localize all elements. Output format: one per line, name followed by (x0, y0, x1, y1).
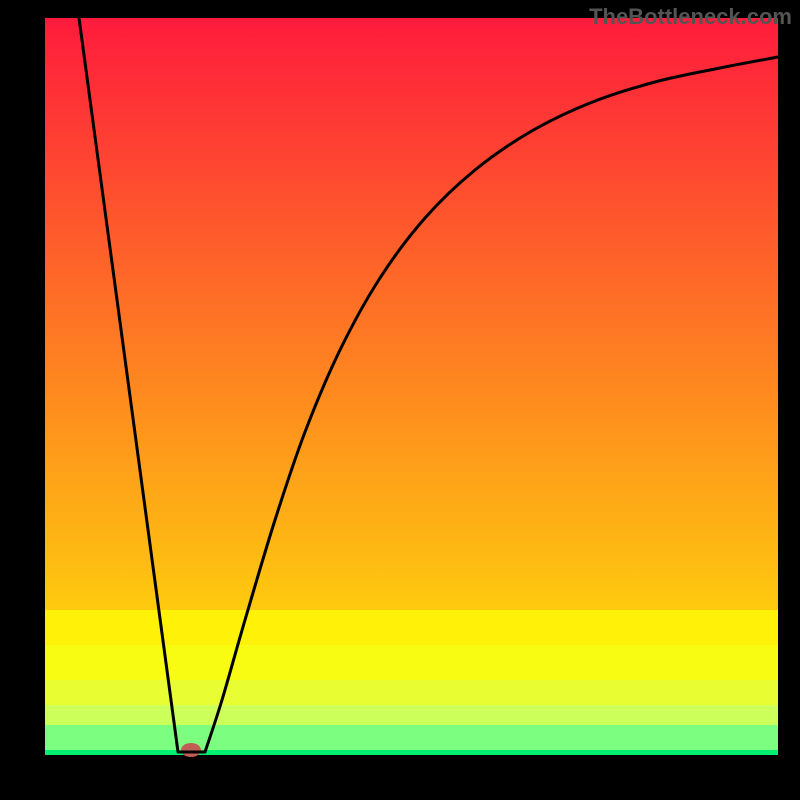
chart-canvas: TheBottleneck.com (0, 0, 800, 800)
bottleneck-chart-svg (0, 0, 800, 800)
attribution-text: TheBottleneck.com (589, 4, 792, 30)
